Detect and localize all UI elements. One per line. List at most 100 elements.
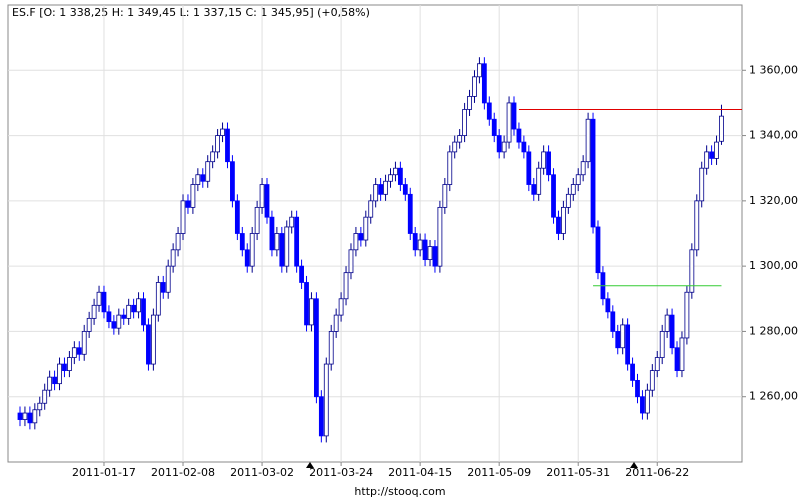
candle-body <box>230 161 235 202</box>
candle-body <box>27 412 33 424</box>
candle-body <box>417 239 423 251</box>
candle-body <box>101 291 107 313</box>
candle-body <box>595 226 601 274</box>
candle-body <box>491 118 497 136</box>
candle-body <box>304 282 309 326</box>
y-tick-label: 1 320,00 <box>749 194 798 207</box>
candle-body <box>323 363 329 437</box>
candle-body <box>393 167 398 176</box>
x-tick-label: 2011-01-17 <box>72 466 136 479</box>
x-tick-label: 2011-06-22 <box>625 466 689 479</box>
candle-body <box>96 291 102 306</box>
candle-body <box>486 102 492 120</box>
y-tick-label: 1 260,00 <box>749 390 798 403</box>
x-tick-label: 2011-03-02 <box>230 466 294 479</box>
candle-body <box>635 379 640 398</box>
candle-body <box>368 200 374 218</box>
candle-body <box>195 174 201 185</box>
candle-body <box>254 206 260 234</box>
candle-body <box>580 161 586 176</box>
candle-body <box>111 321 117 329</box>
candle-body <box>234 200 240 234</box>
candle-body <box>704 151 710 169</box>
candle-body <box>378 184 384 195</box>
candle-body <box>432 246 438 267</box>
candle-body <box>294 216 300 267</box>
candle-body <box>452 141 458 153</box>
candle-body <box>170 249 176 267</box>
candle-body <box>674 347 680 372</box>
candle-body <box>210 151 216 163</box>
candle-body <box>506 102 512 143</box>
candle-body <box>279 233 285 267</box>
candle-body <box>259 184 265 208</box>
candle-body <box>180 200 186 234</box>
candle-body <box>570 184 576 195</box>
candle-body <box>630 363 635 381</box>
candle-body <box>299 265 304 283</box>
candle-body <box>511 102 517 130</box>
candle-body <box>481 63 487 104</box>
candle-body <box>644 389 650 414</box>
candle-body <box>116 314 122 329</box>
candle-body <box>669 314 675 349</box>
x-tick-label: 2011-03-24 <box>309 466 373 479</box>
candle-body <box>472 76 477 97</box>
candle-body <box>521 141 527 153</box>
candle-body <box>363 216 369 241</box>
candle-body <box>220 128 225 136</box>
candle-body <box>338 298 344 316</box>
candle-body <box>264 184 270 218</box>
y-tick-label: 1 340,00 <box>749 129 798 142</box>
candle-body <box>373 184 379 202</box>
candle-body <box>136 298 141 313</box>
candle-body <box>625 324 631 365</box>
candle-body <box>496 135 502 153</box>
candle-body <box>659 331 665 358</box>
candle-body <box>437 206 443 267</box>
candle-body <box>679 337 685 372</box>
y-tick-label: 1 280,00 <box>749 324 798 337</box>
candle-body <box>62 363 67 372</box>
candle-body <box>328 331 334 365</box>
candle-body <box>714 141 719 159</box>
candle-body <box>67 357 72 371</box>
candle-body <box>585 118 591 163</box>
marker <box>630 462 638 468</box>
candle-body <box>684 291 690 339</box>
candle-body <box>412 233 418 251</box>
candle-body <box>462 109 468 136</box>
candle-body <box>284 226 290 267</box>
plot-frame <box>7 4 743 463</box>
candle-body <box>86 317 92 332</box>
candle-body <box>47 376 53 391</box>
candle-body <box>32 409 38 424</box>
candle-body <box>353 233 359 251</box>
source-link[interactable]: http://stooq.com <box>354 485 445 498</box>
candle-body <box>709 151 714 159</box>
candle-body <box>649 370 655 391</box>
candle-body <box>620 324 626 349</box>
candle-body <box>397 167 403 185</box>
candle-body <box>175 233 181 251</box>
candle-body <box>694 200 700 251</box>
candle-body <box>225 128 230 163</box>
candle-body <box>689 249 695 293</box>
candle-body <box>546 151 551 176</box>
candle-body <box>447 151 453 185</box>
candle-body <box>640 396 645 414</box>
candle-body <box>575 174 581 185</box>
candle-body <box>388 174 393 182</box>
candle-body <box>165 265 171 293</box>
candle-body <box>664 314 670 332</box>
candle-body <box>501 141 507 153</box>
candle-body <box>556 216 561 234</box>
candle-body <box>52 376 57 385</box>
candle-body <box>333 314 339 332</box>
candle-body <box>615 331 621 349</box>
candle-body <box>610 311 616 332</box>
chart-title: ES.F [O: 1 338,25 H: 1 349,45 L: 1 337,1… <box>12 6 370 19</box>
candle-body <box>407 193 413 234</box>
candle-body <box>131 304 137 313</box>
candle-body <box>516 128 522 143</box>
